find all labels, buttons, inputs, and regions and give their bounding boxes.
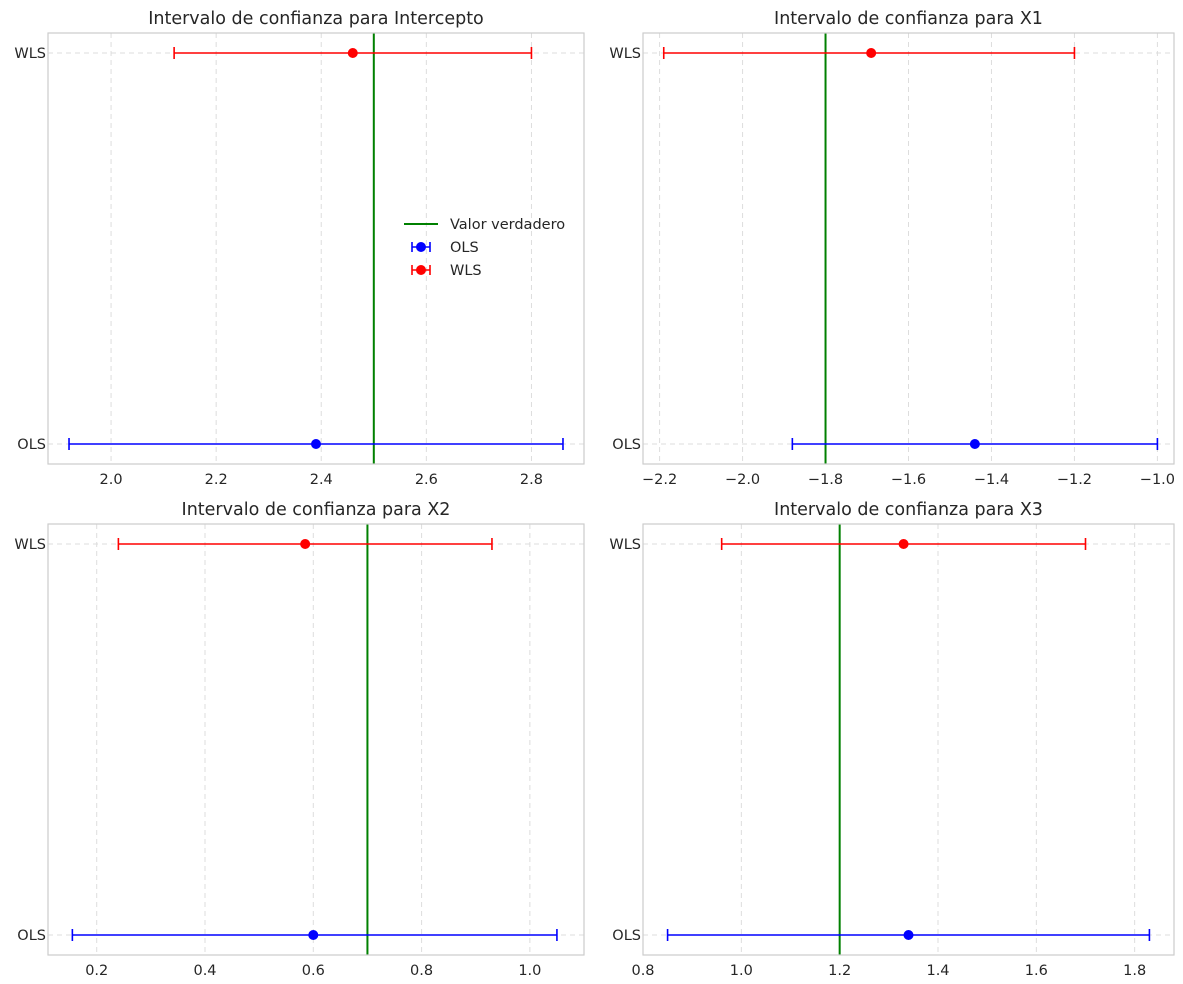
- x-tick-label: −1.8: [808, 472, 843, 488]
- y-tick-label: OLS: [17, 928, 46, 944]
- x-tick-label: 0.8: [410, 963, 433, 979]
- x-tick-label: 1.8: [1123, 963, 1146, 979]
- x-tick-label: 0.4: [193, 963, 216, 979]
- legend-swatch-ols: [411, 242, 431, 252]
- x-tick-label: 1.6: [1025, 963, 1048, 979]
- chart-title: Intervalo de confianza para X1: [774, 9, 1043, 29]
- chart-title: Intervalo de confianza para X2: [182, 500, 451, 520]
- chart-panel-3: 0.2 0.4 0.6 0.8 1.0 OLS WLS Intervalo de confia…: [14, 500, 585, 979]
- x-tick-label: 0.6: [302, 963, 325, 979]
- y-tick-label: WLS: [14, 537, 46, 553]
- errorbar-wls: [720, 538, 1087, 550]
- legend-label: OLS: [450, 240, 479, 256]
- x-tick-label: −2.0: [725, 472, 760, 488]
- y-tick-label: OLS: [612, 437, 641, 453]
- estimate-point: [311, 439, 321, 449]
- plot-frame: [47, 32, 585, 465]
- estimate-point: [866, 48, 877, 58]
- x-tick-label: 1.0: [730, 963, 753, 979]
- errorbar-wls: [662, 47, 1076, 59]
- plot-frame: [47, 523, 585, 956]
- x-tick-label: 0.8: [631, 963, 654, 979]
- errorbar-ols: [791, 438, 1159, 450]
- errorbar-wls: [173, 47, 533, 59]
- x-tick-label: 2.8: [520, 472, 543, 488]
- legend-swatch-point: [416, 242, 426, 252]
- errorbar-ols: [68, 438, 564, 450]
- x-tick-label: 1.0: [518, 963, 541, 979]
- chart-panel-1: 2.0 2.2 2.4 2.6 2.8 OLS WLS Intervalo de confia…: [14, 9, 585, 488]
- errorbar-ols: [666, 929, 1151, 941]
- chart-panel-2: −2.2 −2.0 −1.8 −1.6 −1.4 −1.2 −1.0 OLS WLS Interv…: [609, 9, 1175, 488]
- legend-swatch-wls: [411, 265, 431, 275]
- chart-panel-4: 0.8 1.0 1.2 1.4 1.6 1.8 OLS WLS Intervalo de con…: [609, 500, 1175, 979]
- x-tick-label: 1.4: [926, 963, 949, 979]
- y-tick-label: OLS: [612, 928, 641, 944]
- legend-label: Valor verdadero: [450, 217, 565, 233]
- x-tick-label: 0.2: [85, 963, 108, 979]
- chart-title: Intervalo de confianza para X3: [774, 500, 1043, 520]
- x-tick-label: 2.2: [205, 472, 228, 488]
- estimate-point: [300, 539, 311, 549]
- x-tick-label: 2.0: [100, 472, 123, 488]
- estimate-point: [898, 539, 909, 549]
- y-tick-label: WLS: [609, 537, 641, 553]
- errorbar-wls: [117, 538, 493, 550]
- legend-label: WLS: [450, 263, 482, 279]
- errorbar-ols: [71, 929, 558, 941]
- legend: Valor verdadero OLS WLS: [404, 217, 565, 279]
- x-tick-label: −1.0: [1140, 472, 1175, 488]
- x-tick-label: −1.4: [974, 472, 1009, 488]
- legend-swatch-point: [416, 265, 426, 275]
- estimate-point: [903, 930, 914, 940]
- estimate-point: [969, 439, 980, 449]
- x-tick-label: 2.4: [310, 472, 333, 488]
- y-tick-label: OLS: [17, 437, 46, 453]
- x-tick-label: 2.6: [415, 472, 438, 488]
- x-tick-label: −2.2: [642, 472, 677, 488]
- x-tick-label: −1.6: [891, 472, 926, 488]
- y-tick-label: WLS: [14, 46, 46, 62]
- y-tick-label: WLS: [609, 46, 641, 62]
- x-tick-label: −1.2: [1057, 472, 1092, 488]
- chart-title: Intervalo de confianza para Intercepto: [148, 9, 484, 29]
- plot-frame: [642, 32, 1175, 465]
- estimate-point: [308, 930, 319, 940]
- x-tick-label: 1.2: [828, 963, 851, 979]
- estimate-point: [347, 48, 358, 58]
- plot-frame: [642, 523, 1175, 956]
